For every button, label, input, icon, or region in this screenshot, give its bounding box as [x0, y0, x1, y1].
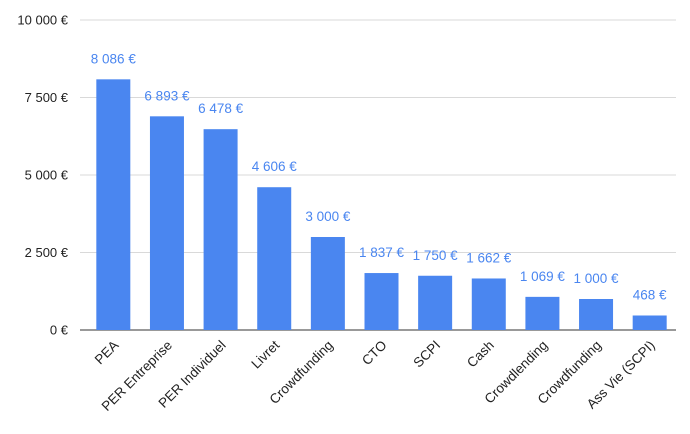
y-tick-label: 7 500 € [25, 90, 69, 105]
category-label: SCPI [410, 338, 443, 371]
data-label: 1 750 € [413, 248, 459, 263]
data-label: 6 893 € [144, 88, 190, 103]
data-label: 1 069 € [520, 269, 566, 284]
y-tick-label: 10 000 € [17, 13, 68, 28]
bar [632, 315, 667, 330]
y-axis-tick-labels: 0 € 2 500 € 5 000 € 7 500 € 10 000 € [17, 13, 68, 338]
bar [310, 237, 345, 330]
data-labels: 8 086 € 6 893 € 6 478 € 4 606 € 3 000 € 1 837… [91, 51, 667, 302]
category-label: CTO [359, 338, 390, 369]
category-label: Cash [464, 338, 497, 371]
y-tick-label: 0 € [50, 323, 69, 338]
bar [579, 299, 614, 330]
data-label: 1 662 € [466, 250, 512, 265]
bar [525, 296, 560, 330]
y-tick-label: 2 500 € [25, 245, 69, 260]
y-tick-label: 5 000 € [25, 168, 69, 183]
data-label: 3 000 € [305, 209, 351, 224]
data-label: 1 837 € [359, 245, 405, 260]
category-label: Livret [248, 337, 282, 371]
bar [203, 129, 238, 330]
bar [96, 79, 131, 330]
data-label: 468 € [633, 287, 667, 302]
bar [149, 116, 184, 330]
bar [471, 278, 506, 330]
bar [257, 187, 292, 330]
bar [418, 275, 453, 330]
bars [96, 79, 667, 330]
data-label: 1 000 € [574, 271, 620, 286]
bar [364, 273, 399, 330]
data-label: 6 478 € [198, 101, 244, 116]
category-label: PEA [92, 338, 122, 368]
data-label: 4 606 € [252, 159, 298, 174]
data-label: 8 086 € [91, 51, 137, 66]
